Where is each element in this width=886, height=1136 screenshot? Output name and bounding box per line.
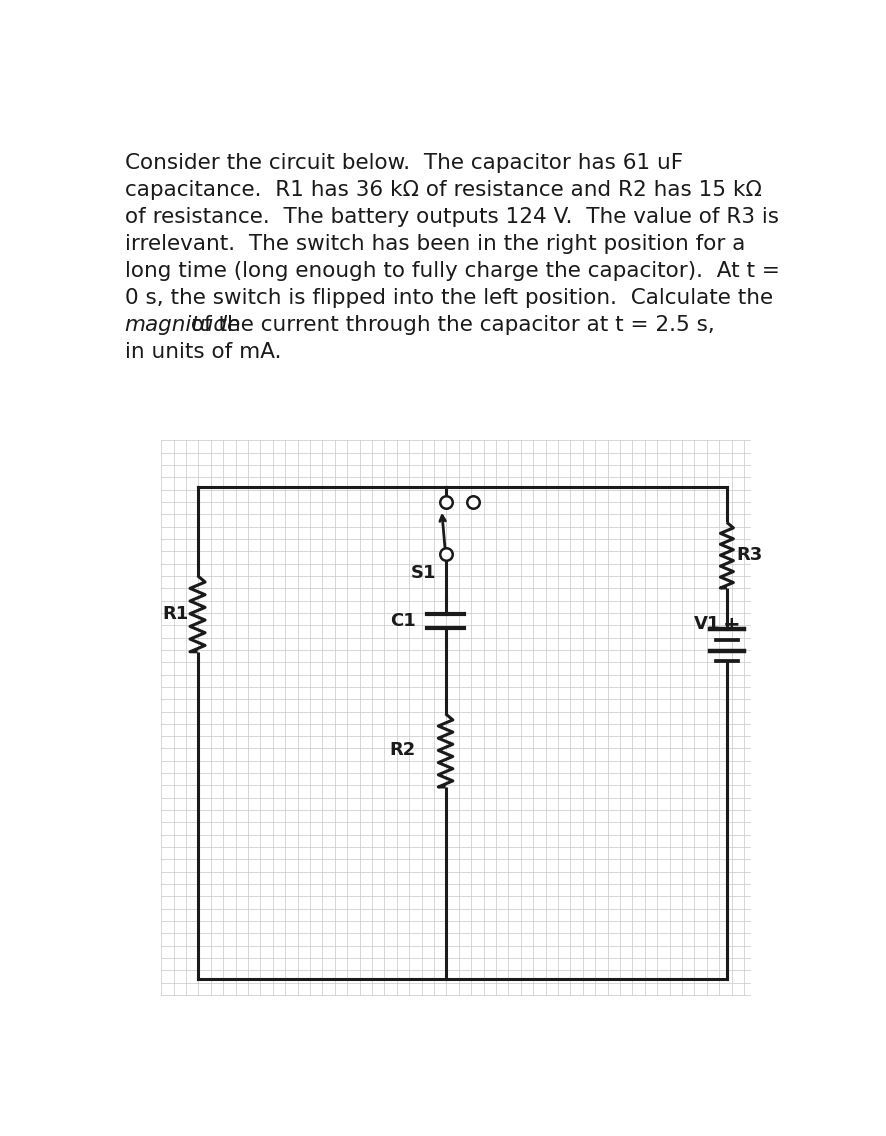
Text: irrelevant.  The switch has been in the right position for a: irrelevant. The switch has been in the r… bbox=[125, 234, 745, 254]
Text: +: + bbox=[723, 616, 741, 635]
Text: 0 s, the switch is flipped into the left position.  Calculate the: 0 s, the switch is flipped into the left… bbox=[125, 289, 773, 308]
Text: R2: R2 bbox=[390, 742, 416, 759]
Text: S1: S1 bbox=[411, 563, 436, 582]
Text: V1: V1 bbox=[695, 616, 720, 633]
Text: C1: C1 bbox=[391, 612, 416, 630]
Text: long time (long enough to fully charge the capacitor).  At t =: long time (long enough to fully charge t… bbox=[125, 261, 780, 281]
Text: Consider the circuit below.  The capacitor has 61 uF: Consider the circuit below. The capacito… bbox=[125, 153, 683, 174]
Text: R1: R1 bbox=[162, 604, 188, 623]
Text: capacitance.  R1 has 36 kΩ of resistance and R2 has 15 kΩ: capacitance. R1 has 36 kΩ of resistance … bbox=[125, 181, 762, 200]
Text: in units of mA.: in units of mA. bbox=[125, 342, 281, 362]
Text: R3: R3 bbox=[736, 546, 763, 565]
Text: of the current through the capacitor at t = 2.5 s,: of the current through the capacitor at … bbox=[183, 315, 714, 335]
Text: magnitude: magnitude bbox=[125, 315, 241, 335]
Text: of resistance.  The battery outputs 124 V.  The value of R3 is: of resistance. The battery outputs 124 V… bbox=[125, 207, 779, 227]
